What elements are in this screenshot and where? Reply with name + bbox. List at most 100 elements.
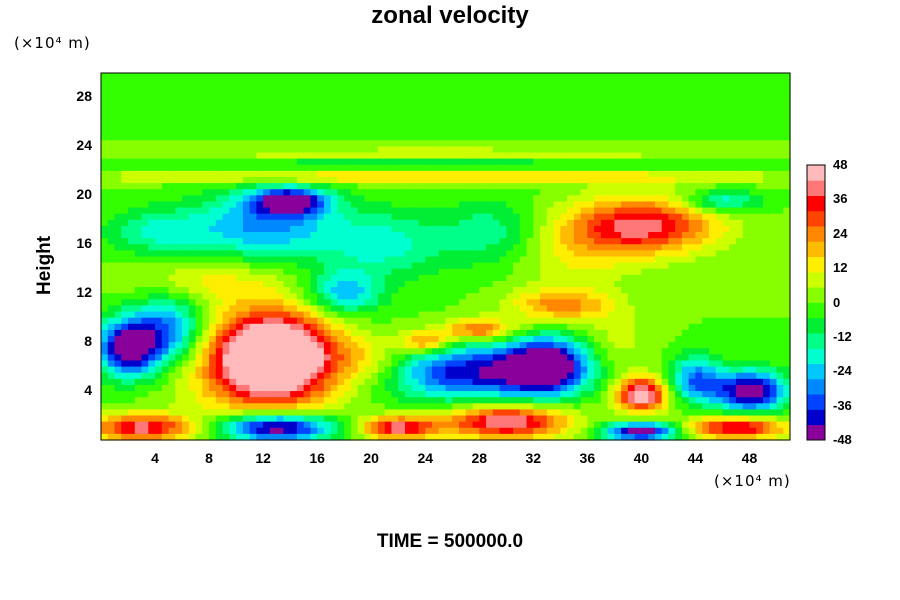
heatmap-cell [735,262,744,270]
heatmap-cell [594,115,602,123]
heatmap-cell [519,109,528,117]
heatmap-cell [479,366,487,374]
heatmap-cell [749,146,757,154]
heatmap-cell [648,121,656,129]
heatmap-cell [594,262,602,270]
heatmap-cell [567,195,575,203]
heatmap-cell [377,274,386,282]
heatmap-cell [641,189,649,196]
heatmap-cell [317,225,325,233]
heatmap-cell [600,152,609,160]
heatmap-cell [364,201,372,209]
heatmap-cell [519,287,528,294]
heatmap-cell [404,140,413,147]
heatmap-cell [364,225,372,233]
heatmap-cell [222,128,230,135]
heatmap-cell [242,115,251,123]
heatmap-cell [256,103,264,111]
heatmap-cell [776,140,784,147]
heatmap-cell [236,305,244,313]
heatmap-cell [756,79,764,86]
heatmap-cell [580,305,588,313]
heatmap-cell [256,317,264,325]
heatmap-cell [546,219,555,227]
heatmap-cell [648,354,656,362]
heatmap-cell [330,317,339,325]
heatmap-cell [195,323,203,331]
heatmap-cell [681,348,690,355]
heatmap-cell [425,311,433,319]
heatmap-cell [634,128,642,135]
heatmap-cell [377,85,386,92]
heatmap-cell [404,366,413,374]
heatmap-cell [695,176,703,184]
heatmap-cell [492,225,501,233]
heatmap-cell [607,360,615,368]
heatmap-cell [560,183,568,190]
heatmap-cell [222,274,230,282]
heatmap-cell [276,164,284,172]
heatmap-cell [546,195,555,203]
heatmap-cell [452,91,460,99]
heatmap-cell [242,360,251,368]
heatmap-cell [486,121,494,129]
heatmap-cell [276,280,284,288]
heatmap-cell [141,238,149,245]
heatmap-cell [735,189,744,196]
heatmap-cell [101,274,109,282]
heatmap-cell [492,305,501,313]
heatmap-cell [627,305,636,313]
heatmap-cell [114,158,122,166]
heatmap-cell [283,170,291,178]
heatmap-cell [101,183,109,190]
heatmap-cell [114,213,122,221]
heatmap-cell [276,189,284,196]
heatmap-cell [418,91,426,99]
heatmap-cell [607,115,615,123]
heatmap-cell [317,311,325,319]
heatmap-cell [404,305,413,313]
heatmap-cell [310,268,318,276]
heatmap-cell [121,329,129,337]
heatmap-cell [641,140,649,147]
heatmap-cell [472,250,480,258]
heatmap-cell [654,293,663,300]
heatmap-cell [540,170,548,178]
heatmap-cell [762,299,771,307]
heatmap-cell [661,91,670,99]
heatmap-cell [465,140,474,147]
heatmap-cell [384,97,393,105]
heatmap-cell [506,256,514,264]
heatmap-cell [762,121,771,129]
heatmap-cell [580,152,588,160]
heatmap-cell [209,354,217,362]
heatmap-cell [702,311,710,319]
heatmap-cell [499,342,507,349]
heatmap-cell [107,348,116,355]
heatmap-cell [479,311,487,319]
heatmap-cell [310,140,318,147]
heatmap-cell [735,109,744,117]
heatmap-cell [762,274,771,282]
heatmap-cell [641,366,649,374]
heatmap-cell [654,354,663,362]
heatmap-cell [236,354,244,362]
heatmap-cell [438,170,447,178]
heatmap-cell [357,146,366,154]
heatmap-cell [377,311,386,319]
heatmap-cell [459,79,467,86]
heatmap-cell [215,232,224,239]
heatmap-cell [756,342,764,349]
heatmap-cell [128,115,136,123]
heatmap-cell [681,225,690,233]
heatmap-cell [681,170,690,178]
heatmap-cell [776,176,784,184]
heatmap-cell [688,146,697,154]
heatmap-cell [344,354,352,362]
heatmap-cell [573,342,582,349]
heatmap-cell [648,287,656,294]
heatmap-cell [465,293,474,300]
heatmap-cell [688,238,697,245]
heatmap-cell [560,366,568,374]
heatmap-cell [742,323,751,331]
